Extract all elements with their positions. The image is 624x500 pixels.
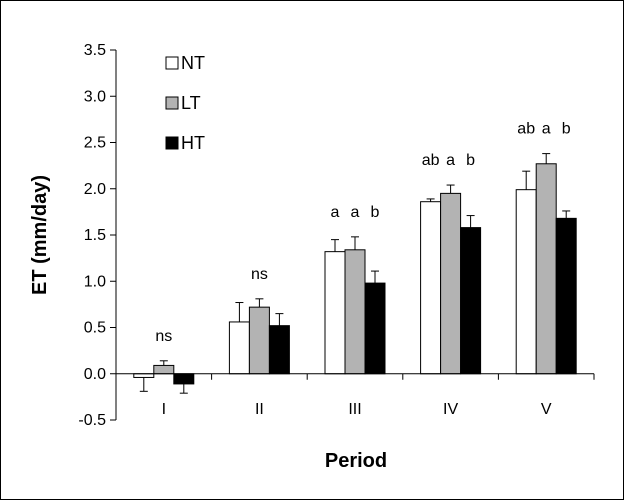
y-tick-label: -0.5 xyxy=(78,412,106,429)
significance-label: a xyxy=(446,152,455,169)
x-tick-label: V xyxy=(541,401,552,418)
y-tick-label: 0.5 xyxy=(84,320,106,337)
significance-label: a xyxy=(351,204,360,221)
legend: NT LT HT xyxy=(165,53,205,153)
x-tick-label: III xyxy=(348,401,361,418)
x-tick-label: IV xyxy=(443,401,458,418)
significance-label: ns xyxy=(251,266,268,283)
bar-ht xyxy=(555,217,577,375)
significance-label: ab xyxy=(517,121,535,138)
x-tick-label: I xyxy=(162,401,166,418)
legend-label-ht: HT xyxy=(181,133,205,153)
legend-label-nt: NT xyxy=(181,53,205,73)
y-tick-label: 0.0 xyxy=(84,366,106,383)
bar-nt xyxy=(515,189,537,375)
bar-nt xyxy=(228,321,250,375)
bar-lt xyxy=(248,306,270,375)
legend-swatch-lt xyxy=(165,96,179,110)
error-bars-layer xyxy=(139,153,571,394)
significance-label: ns xyxy=(155,328,172,345)
significance-label: b xyxy=(371,204,380,221)
bar-lt xyxy=(440,192,462,375)
bar-nt xyxy=(324,251,346,375)
significance-label: ab xyxy=(422,152,440,169)
significance-label: b xyxy=(562,121,571,138)
significance-label: a xyxy=(331,204,340,221)
bar-nt xyxy=(133,373,155,378)
bar-ht xyxy=(268,325,290,375)
axes-layer xyxy=(110,49,595,421)
y-tick-label: 2.5 xyxy=(84,135,106,152)
y-tick-label: 3.0 xyxy=(84,88,106,105)
bar-ht xyxy=(173,373,195,385)
y-tick-label: 1.0 xyxy=(84,273,106,290)
legend-swatch-nt xyxy=(165,56,179,70)
significance-label: a xyxy=(542,121,551,138)
bar-ht xyxy=(460,227,482,375)
bar-lt xyxy=(153,364,175,375)
bar-nt xyxy=(420,201,442,375)
bar-ht xyxy=(364,282,386,375)
bar-lt xyxy=(535,163,557,375)
bar-lt xyxy=(344,249,366,375)
legend-swatch-ht xyxy=(165,136,179,150)
bars-layer xyxy=(133,163,577,385)
x-axis-title: Period xyxy=(325,450,387,472)
significance-label: b xyxy=(466,152,475,169)
x-tick-label: II xyxy=(255,401,264,418)
y-axis-title: ET (mm/day) xyxy=(29,175,51,295)
y-tick-label: 3.5 xyxy=(84,42,106,59)
y-tick-label: 1.5 xyxy=(84,227,106,244)
y-tick-label: 2.0 xyxy=(84,181,106,198)
legend-label-lt: LT xyxy=(181,93,201,113)
